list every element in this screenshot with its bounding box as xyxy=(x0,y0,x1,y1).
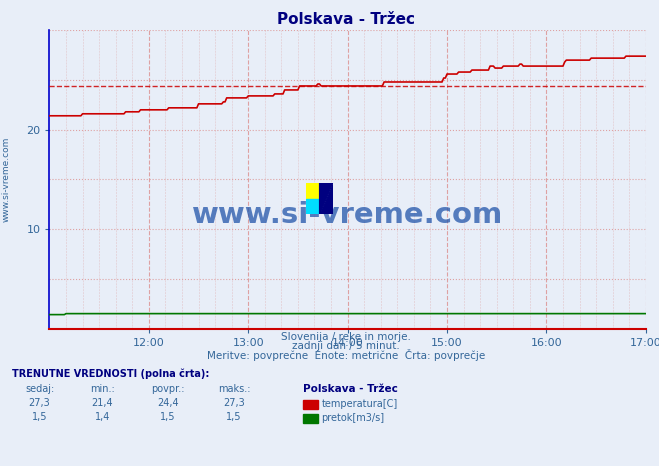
Polygon shape xyxy=(320,183,333,214)
Text: povpr.:: povpr.: xyxy=(152,384,185,394)
Polygon shape xyxy=(306,199,320,214)
Text: 1,4: 1,4 xyxy=(94,412,110,422)
Text: www.si-vreme.com: www.si-vreme.com xyxy=(2,137,11,222)
Polygon shape xyxy=(306,183,320,199)
Text: 21,4: 21,4 xyxy=(92,398,113,408)
Text: Meritve: povprečne  Enote: metrične  Črta: povprečje: Meritve: povprečne Enote: metrične Črta:… xyxy=(207,349,485,361)
Text: 27,3: 27,3 xyxy=(28,398,51,408)
Text: min.:: min.: xyxy=(90,384,115,394)
Text: Polskava - Tržec: Polskava - Tržec xyxy=(277,12,415,27)
Text: Polskava - Tržec: Polskava - Tržec xyxy=(303,384,398,394)
Text: TRENUTNE VREDNOSTI (polna črta):: TRENUTNE VREDNOSTI (polna črta): xyxy=(12,369,210,379)
Text: 1,5: 1,5 xyxy=(32,412,47,422)
Text: sedaj:: sedaj: xyxy=(25,384,54,394)
Text: temperatura[C]: temperatura[C] xyxy=(322,399,398,410)
Text: 1,5: 1,5 xyxy=(160,412,176,422)
Text: Slovenija / reke in morje.: Slovenija / reke in morje. xyxy=(281,332,411,342)
Text: zadnji dan / 5 minut.: zadnji dan / 5 minut. xyxy=(292,341,400,351)
Polygon shape xyxy=(320,183,333,214)
Text: 24,4: 24,4 xyxy=(158,398,179,408)
Text: 1,5: 1,5 xyxy=(226,412,242,422)
Text: maks.:: maks.: xyxy=(217,384,250,394)
Text: pretok[m3/s]: pretok[m3/s] xyxy=(322,413,385,424)
Text: 27,3: 27,3 xyxy=(223,398,245,408)
Text: www.si-vreme.com: www.si-vreme.com xyxy=(192,201,503,229)
